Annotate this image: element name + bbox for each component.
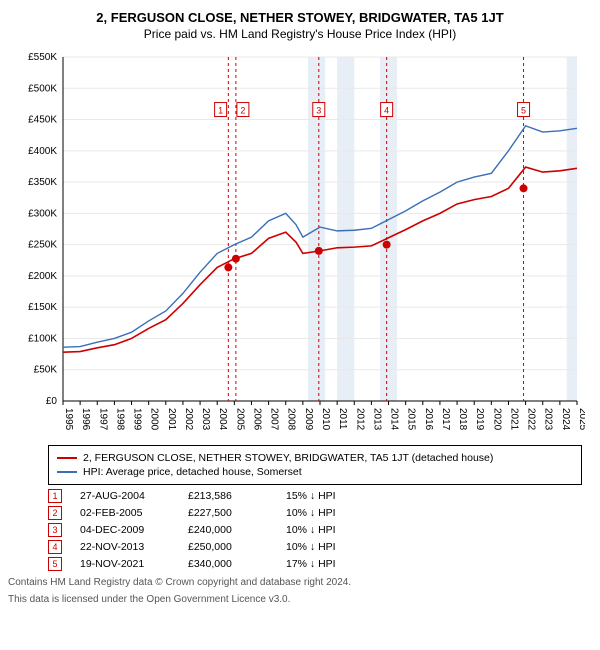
transaction-row: 1 27-AUG-2004 £213,586 15% ↓ HPI xyxy=(48,489,582,503)
svg-text:2006: 2006 xyxy=(251,408,262,431)
chart-container: £0 £50K £100K £150K £200K £250K £300K £350K £400… xyxy=(15,49,585,439)
svg-text:£100K: £100K xyxy=(28,333,57,344)
legend-label: HPI: Average price, detached house, Some… xyxy=(83,466,302,478)
svg-text:2012: 2012 xyxy=(354,408,365,431)
legend: 2, FERGUSON CLOSE, NETHER STOWEY, BRIDGW… xyxy=(48,445,582,485)
legend-item: 2, FERGUSON CLOSE, NETHER STOWEY, BRIDGW… xyxy=(57,452,573,464)
transaction-hpi: 17% ↓ HPI xyxy=(286,558,366,570)
legend-label: 2, FERGUSON CLOSE, NETHER STOWEY, BRIDGW… xyxy=(83,452,493,464)
svg-text:2020: 2020 xyxy=(491,408,502,431)
svg-text:2002: 2002 xyxy=(183,408,194,431)
transaction-marker-icon: 4 xyxy=(48,540,62,554)
transaction-row: 3 04-DEC-2009 £240,000 10% ↓ HPI xyxy=(48,523,582,537)
svg-text:£500K: £500K xyxy=(28,83,57,94)
svg-text:2019: 2019 xyxy=(474,408,485,431)
svg-text:2005: 2005 xyxy=(234,408,245,431)
svg-text:2024: 2024 xyxy=(560,408,571,431)
svg-text:1995: 1995 xyxy=(63,408,74,431)
svg-text:2013: 2013 xyxy=(371,408,382,431)
transaction-date: 22-NOV-2013 xyxy=(80,541,170,553)
svg-text:£450K: £450K xyxy=(28,115,57,126)
svg-text:2025: 2025 xyxy=(577,408,585,431)
transaction-price: £227,500 xyxy=(188,507,268,519)
legend-line-icon xyxy=(57,457,77,459)
svg-text:2008: 2008 xyxy=(286,408,297,431)
svg-text:2011: 2011 xyxy=(337,408,348,430)
transaction-marker-icon: 1 xyxy=(48,489,62,503)
transaction-date: 27-AUG-2004 xyxy=(80,490,170,502)
transaction-date: 19-NOV-2021 xyxy=(80,558,170,570)
footer-line-2: This data is licensed under the Open Gov… xyxy=(8,594,592,605)
svg-text:2015: 2015 xyxy=(406,408,417,431)
svg-text:£250K: £250K xyxy=(28,240,57,251)
svg-text:3: 3 xyxy=(316,106,321,116)
svg-text:2004: 2004 xyxy=(217,408,228,431)
transaction-marker-icon: 3 xyxy=(48,523,62,537)
transaction-hpi: 15% ↓ HPI xyxy=(286,490,366,502)
svg-text:£550K: £550K xyxy=(28,52,57,63)
svg-text:1996: 1996 xyxy=(80,408,91,431)
transaction-row: 4 22-NOV-2013 £250,000 10% ↓ HPI xyxy=(48,540,582,554)
svg-text:4: 4 xyxy=(384,106,389,116)
svg-text:£400K: £400K xyxy=(28,146,57,157)
transaction-date: 02-FEB-2005 xyxy=(80,507,170,519)
svg-text:2017: 2017 xyxy=(440,408,451,431)
svg-text:£300K: £300K xyxy=(28,208,57,219)
svg-text:£150K: £150K xyxy=(28,302,57,313)
svg-text:£350K: £350K xyxy=(28,177,57,188)
chart-subtitle: Price paid vs. HM Land Registry's House … xyxy=(8,27,592,41)
svg-text:2016: 2016 xyxy=(423,408,434,431)
svg-text:5: 5 xyxy=(521,106,526,116)
transaction-date: 04-DEC-2009 xyxy=(80,524,170,536)
svg-text:1998: 1998 xyxy=(114,408,125,431)
legend-item: HPI: Average price, detached house, Some… xyxy=(57,466,573,478)
svg-text:2023: 2023 xyxy=(543,408,554,431)
svg-text:£50K: £50K xyxy=(34,365,58,376)
svg-text:2010: 2010 xyxy=(320,408,331,431)
svg-text:2: 2 xyxy=(240,106,245,116)
svg-text:2014: 2014 xyxy=(389,408,400,431)
transaction-marker-icon: 5 xyxy=(48,557,62,571)
chart-title: 2, FERGUSON CLOSE, NETHER STOWEY, BRIDGW… xyxy=(8,10,592,25)
svg-text:2022: 2022 xyxy=(526,408,537,431)
transaction-hpi: 10% ↓ HPI xyxy=(286,541,366,553)
price-chart: £0 £50K £100K £150K £200K £250K £300K £350K £400… xyxy=(15,49,585,439)
svg-text:1: 1 xyxy=(218,106,223,116)
transaction-price: £340,000 xyxy=(188,558,268,570)
transaction-row: 2 02-FEB-2005 £227,500 10% ↓ HPI xyxy=(48,506,582,520)
transaction-price: £240,000 xyxy=(188,524,268,536)
svg-text:2007: 2007 xyxy=(269,408,280,431)
transaction-price: £213,586 xyxy=(188,490,268,502)
transactions-table: 1 27-AUG-2004 £213,586 15% ↓ HPI 2 02-FEB-200… xyxy=(48,489,582,571)
legend-line-icon xyxy=(57,471,77,473)
footer-line-1: Contains HM Land Registry data © Crown c… xyxy=(8,577,592,588)
svg-text:2018: 2018 xyxy=(457,408,468,431)
svg-text:1999: 1999 xyxy=(132,408,143,431)
svg-text:2021: 2021 xyxy=(508,408,519,431)
svg-text:2000: 2000 xyxy=(149,408,160,431)
transaction-hpi: 10% ↓ HPI xyxy=(286,507,366,519)
transaction-price: £250,000 xyxy=(188,541,268,553)
svg-text:2003: 2003 xyxy=(200,408,211,431)
svg-text:2001: 2001 xyxy=(166,408,177,431)
transaction-hpi: 10% ↓ HPI xyxy=(286,524,366,536)
svg-text:£200K: £200K xyxy=(28,271,57,282)
transaction-row: 5 19-NOV-2021 £340,000 17% ↓ HPI xyxy=(48,557,582,571)
transaction-marker-icon: 2 xyxy=(48,506,62,520)
svg-text:1997: 1997 xyxy=(97,408,108,431)
svg-text:2009: 2009 xyxy=(303,408,314,431)
svg-text:£0: £0 xyxy=(46,396,58,407)
